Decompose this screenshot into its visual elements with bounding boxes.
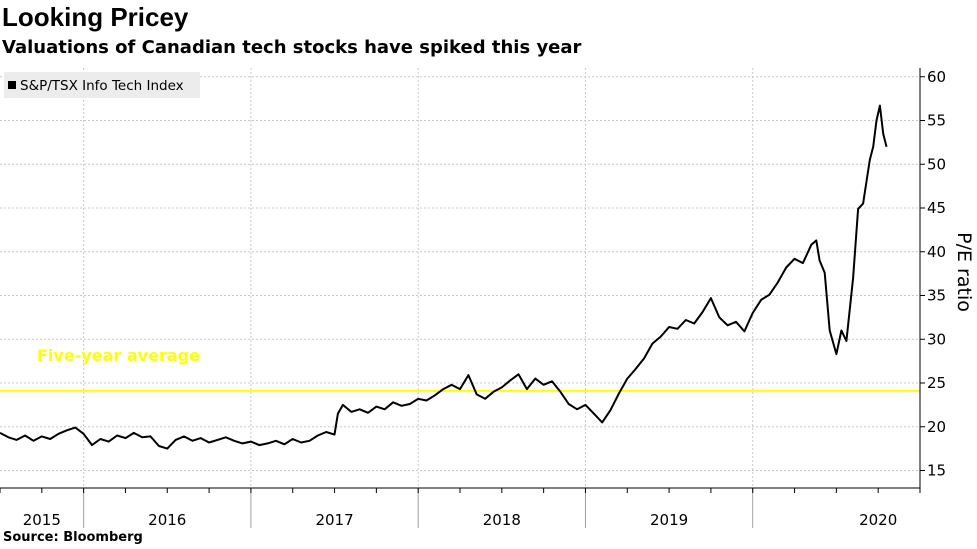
legend-box — [4, 72, 200, 98]
y-tick-label: 40 — [927, 243, 946, 261]
y-tick-label: 30 — [927, 330, 946, 348]
x-tick-label: 2018 — [483, 511, 521, 529]
x-tick-label: 2019 — [650, 511, 688, 529]
x-tick-label: 2020 — [859, 511, 897, 529]
reference-layer: Five-year average — [0, 346, 920, 392]
chart-title: Looking Pricey — [2, 2, 189, 32]
axes: 15 20 25 30 35 40 45 50 55 60 2015 2016 2017 2018 2019… — [0, 68, 975, 529]
x-tick-label: 2017 — [315, 511, 353, 529]
legend-swatch — [8, 81, 16, 89]
chart-subtitle: Valuations of Canadian tech stocks have … — [2, 37, 582, 58]
y-axis-label: P/E ratio — [953, 232, 975, 312]
y-tick-label: 20 — [927, 418, 946, 436]
x-tick-label: 2016 — [148, 511, 186, 529]
x-tick-label: 2015 — [23, 511, 61, 529]
grid — [0, 68, 920, 488]
y-tick-label: 35 — [927, 287, 946, 305]
y-tick-label: 50 — [927, 155, 946, 173]
series-line — [0, 104, 888, 450]
legend-label: S&P/TSX Info Tech Index — [20, 78, 184, 94]
series-layer — [0, 104, 888, 450]
y-tick-label: 45 — [927, 199, 946, 217]
y-tick-label: 25 — [927, 374, 946, 392]
y-tick-label: 55 — [927, 112, 946, 130]
y-tick-label: 60 — [927, 68, 946, 86]
source-note: Source: Bloomberg — [3, 530, 143, 545]
y-tick-label: 15 — [927, 462, 946, 480]
legend: S&P/TSX Info Tech Index — [4, 72, 200, 98]
five-year-average-label: Five-year average — [37, 346, 200, 365]
